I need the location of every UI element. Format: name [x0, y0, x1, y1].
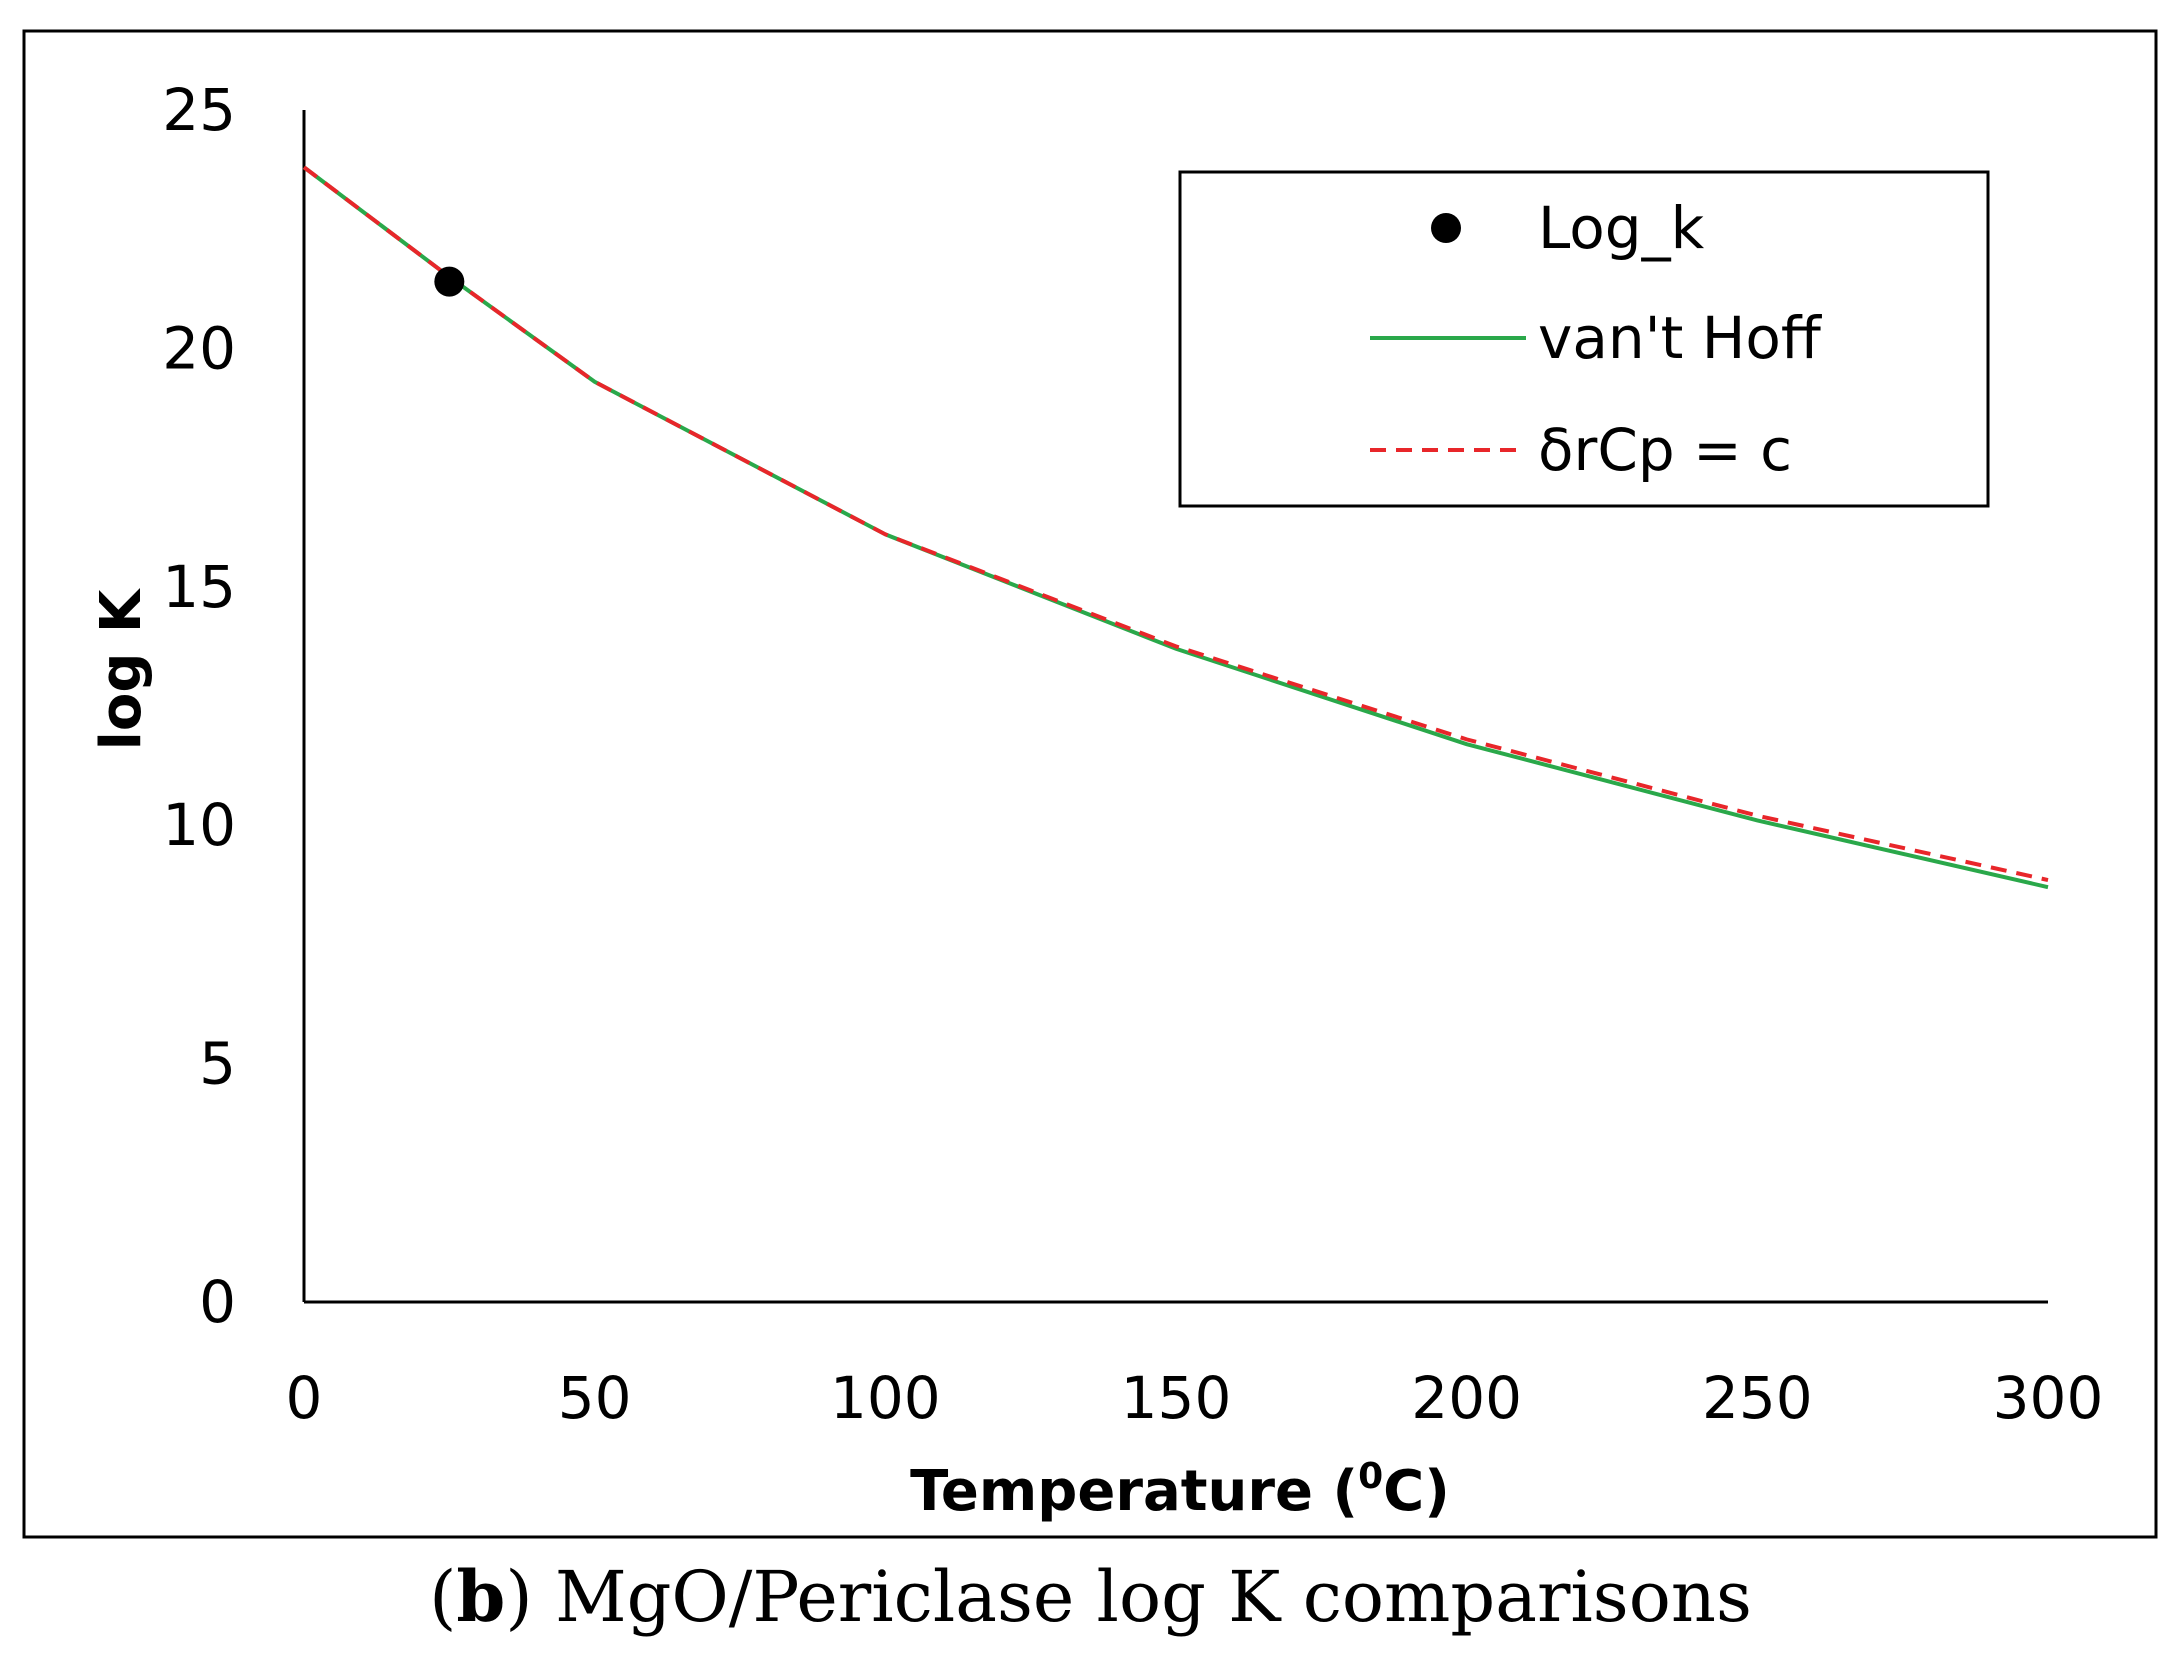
y-tick-label: 10	[162, 791, 236, 859]
legend-label-vant-hoff: van't Hoff	[1538, 304, 1823, 372]
caption-open-paren: (	[429, 1556, 457, 1638]
x-axis-title-main: Temperature (	[910, 1459, 1358, 1524]
x-tick-label: 200	[1411, 1364, 1522, 1432]
legend-marker-log-k	[1431, 213, 1461, 243]
caption-text: MgO/Periclase log K comparisons	[532, 1556, 1752, 1638]
caption-close-paren: )	[505, 1556, 533, 1638]
legend-box	[1178, 170, 1990, 508]
y-tick-label: 25	[162, 76, 236, 144]
x-axis-title: Temperature (0C)	[910, 1456, 1450, 1524]
x-axis-title-suffix: C)	[1383, 1459, 1450, 1524]
x-tick-label: 250	[1702, 1364, 1813, 1432]
y-axis-title: log K	[89, 587, 154, 750]
series-layer	[302, 165, 2049, 890]
figure-caption: (b) MgO/Periclase log K comparisons	[0, 1555, 2181, 1638]
x-tick-label: 100	[830, 1364, 941, 1432]
y-tick-label: 0	[199, 1268, 236, 1336]
legend-label-log-k: Log_k	[1538, 194, 1705, 262]
x-tick-label: 0	[286, 1364, 323, 1432]
series-line-drcp	[302, 165, 2049, 882]
x-tick-label: 300	[1993, 1364, 2104, 1432]
caption-label: b	[456, 1555, 506, 1638]
legend: Log_k van't Hoff δrCp = c	[1178, 170, 1990, 508]
x-axis-title-sup: 0	[1358, 1456, 1383, 1497]
y-tick-label: 20	[162, 314, 236, 382]
x-tick-labels: 0 50 100 150 200 250 300	[286, 1364, 2104, 1432]
data-point-log-k	[434, 266, 465, 297]
legend-label-drcp: δrCp = c	[1538, 416, 1792, 484]
y-tick-label: 5	[199, 1030, 236, 1098]
y-tick-labels: 0 5 10 15 20 25	[162, 76, 236, 1336]
y-tick-label: 15	[162, 553, 236, 621]
x-tick-label: 50	[558, 1364, 632, 1432]
x-tick-label: 150	[1121, 1364, 1232, 1432]
